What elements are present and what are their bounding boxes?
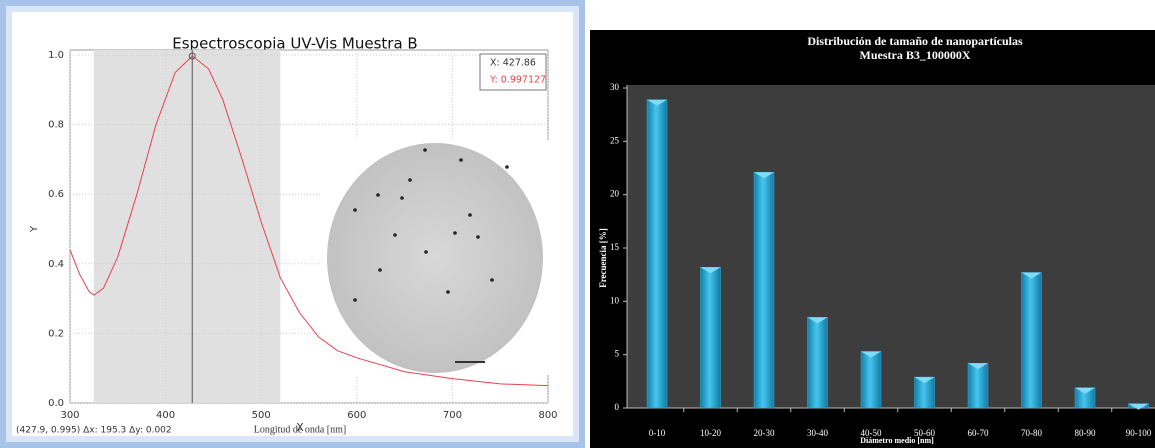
tem-particle: [376, 193, 380, 197]
tem-particle: [423, 148, 427, 152]
bar: [861, 351, 881, 408]
bar: [1022, 273, 1042, 408]
x-tick-label: 30-40: [807, 428, 828, 438]
y-tick-label: 20: [610, 189, 620, 199]
tem-particle: [424, 250, 428, 254]
x-tick-label: 70-80: [1021, 428, 1042, 438]
chart-subtitle: Muestra B3_100000X: [860, 48, 971, 62]
tem-particle: [446, 290, 450, 294]
x-tick-label: 80-90: [1075, 428, 1096, 438]
tem-particle: [490, 278, 494, 282]
tem-particle: [353, 208, 357, 212]
x-tick-label: 60-70: [968, 428, 989, 438]
y-axis-label: Y: [29, 225, 40, 233]
bar: [701, 267, 721, 408]
x-tick-label: 600: [347, 410, 366, 421]
y-tick-label: 0.4: [48, 259, 64, 270]
x-tick-label: 90-100: [1126, 428, 1152, 438]
y-tick-label: 0.2: [48, 328, 64, 339]
tem-particle: [453, 231, 457, 235]
y-tick-label: 0: [615, 402, 620, 412]
tem-particle: [400, 196, 404, 200]
datatip-x: X: 427.86: [490, 58, 536, 69]
highlight-region: [94, 50, 280, 403]
x-tick-label: 10-20: [700, 428, 721, 438]
y-tick-label: 30: [610, 82, 620, 92]
x-tick-label: 800: [538, 410, 557, 421]
x-tick-label: 500: [252, 410, 271, 421]
tem-particle: [505, 165, 509, 169]
tem-image: [327, 143, 543, 373]
tem-particle: [378, 268, 382, 272]
tem-particle: [353, 298, 357, 302]
bar: [968, 363, 988, 408]
bar: [808, 317, 828, 408]
y-tick-label: 1.0: [48, 50, 64, 61]
x-tick-label: 40-50: [861, 428, 882, 438]
x-tick-label: 300: [60, 410, 79, 421]
y-axis-label: Frecuencia [%]: [598, 228, 608, 288]
y-tick-label: 25: [610, 135, 620, 145]
tem-particle: [476, 235, 480, 239]
x-tick-label: 700: [443, 410, 462, 421]
histogram-panel: Distribución de tamaño de nanopartículas…: [590, 30, 1155, 448]
datatip-y: Y: 0.997127: [489, 75, 546, 86]
x-axis-label-overlay: X: [296, 421, 304, 434]
tem-particle: [468, 213, 472, 217]
chart-title: Distribución de tamaño de nanopartículas: [807, 34, 1023, 48]
y-tick-label: 5: [615, 349, 620, 359]
y-tick-label: 0.8: [48, 120, 64, 131]
page: Espectroscopia UV-Vis Muestra B 30040050…: [0, 0, 1155, 448]
x-tick-label: 400: [156, 410, 175, 421]
status-text: (427.9, 0.995) Δx: 195.3 Δy: 0.002: [16, 426, 172, 436]
x-tick-label: 0-10: [649, 428, 666, 438]
bar: [754, 172, 774, 408]
y-tick-label: 0.6: [48, 189, 64, 200]
y-tick-label: 10: [610, 295, 620, 305]
tem-particle: [459, 158, 463, 162]
tem-particle: [393, 233, 397, 237]
x-tick-label: 50-60: [914, 428, 935, 438]
bar: [647, 100, 667, 408]
y-tick-label: 0.0: [48, 398, 64, 409]
tem-particle: [408, 178, 412, 182]
y-tick-label: 15: [610, 242, 620, 252]
figure: Espectroscopia UV-Vis Muestra B 30040050…: [0, 0, 1155, 448]
x-tick-label: 20-30: [754, 428, 775, 438]
